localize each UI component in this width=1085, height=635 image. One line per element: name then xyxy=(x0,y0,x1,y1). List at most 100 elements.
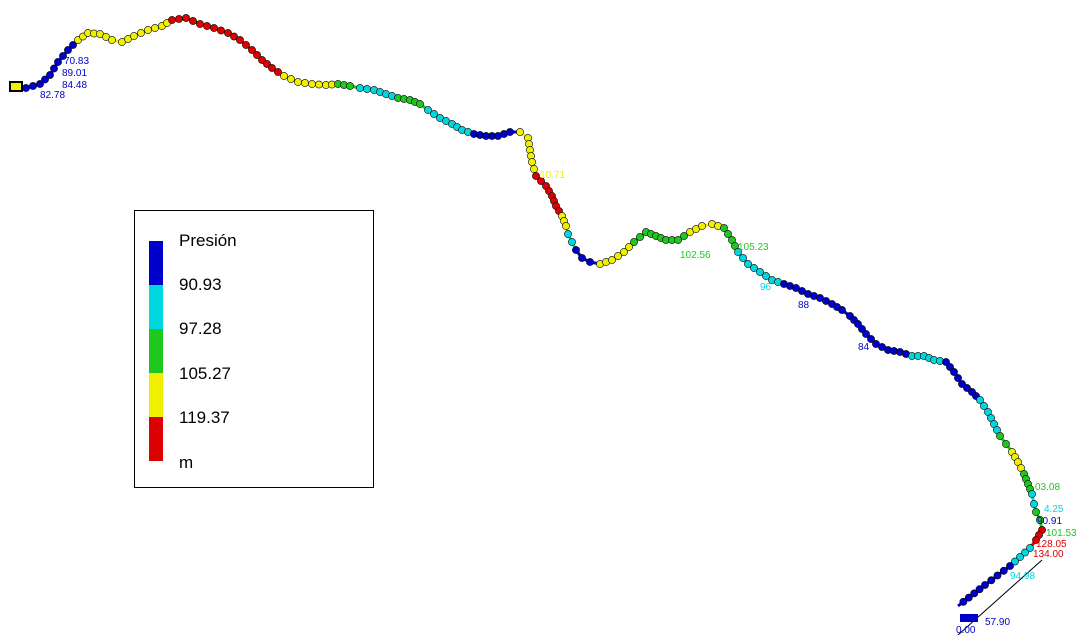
junction-node[interactable] xyxy=(301,79,309,87)
junction-node[interactable] xyxy=(572,246,580,254)
junction-node[interactable] xyxy=(993,571,1002,580)
junction-node[interactable] xyxy=(108,36,116,44)
junction-node[interactable] xyxy=(217,26,225,35)
junction-node[interactable] xyxy=(1032,536,1040,544)
junction-node[interactable] xyxy=(294,78,302,86)
junction-node[interactable] xyxy=(274,68,282,76)
junction-node[interactable] xyxy=(981,581,989,589)
junction-node[interactable] xyxy=(59,52,67,60)
tank-icon[interactable] xyxy=(960,614,978,622)
junction-node[interactable] xyxy=(756,268,764,276)
junction-node[interactable] xyxy=(430,110,438,118)
junction-node[interactable] xyxy=(287,75,295,83)
junction-node[interactable] xyxy=(530,165,538,173)
junction-node[interactable] xyxy=(620,248,628,256)
junction-node[interactable] xyxy=(980,402,988,410)
junction-node[interactable] xyxy=(625,243,633,251)
junction-node[interactable] xyxy=(724,230,732,238)
junction-node[interactable] xyxy=(54,58,62,66)
junction-node[interactable] xyxy=(954,374,962,382)
junction-node[interactable] xyxy=(196,20,204,28)
junction-node[interactable] xyxy=(308,80,316,88)
junction-node[interactable] xyxy=(614,252,622,260)
junction-node[interactable] xyxy=(950,368,958,376)
junction-node[interactable] xyxy=(1026,544,1034,552)
junction-node[interactable] xyxy=(356,84,364,92)
junction-node[interactable] xyxy=(999,566,1008,575)
junction-node[interactable] xyxy=(680,232,688,240)
junction-node[interactable] xyxy=(168,16,176,24)
junction-node[interactable] xyxy=(698,222,706,230)
junction-node[interactable] xyxy=(182,14,190,22)
junction-node[interactable] xyxy=(230,32,238,41)
junction-node[interactable] xyxy=(1032,508,1040,516)
junction-node[interactable] xyxy=(130,32,138,40)
junction-node[interactable] xyxy=(280,72,288,80)
junction-node[interactable] xyxy=(1011,557,1019,566)
junction-node[interactable] xyxy=(1028,490,1036,498)
junction-node[interactable] xyxy=(346,82,354,90)
junction-node[interactable] xyxy=(50,64,58,73)
junction-node[interactable] xyxy=(578,254,586,262)
junction-node[interactable] xyxy=(416,100,424,108)
junction-node[interactable] xyxy=(46,71,54,79)
junction-node[interactable] xyxy=(363,85,371,93)
junction-node[interactable] xyxy=(151,24,159,32)
junction-node[interactable] xyxy=(210,24,218,32)
junction-node[interactable] xyxy=(964,593,973,602)
junction-node[interactable] xyxy=(189,17,197,25)
junction-node[interactable] xyxy=(528,158,536,166)
junction-node[interactable] xyxy=(674,236,682,244)
junction-node[interactable] xyxy=(1016,553,1024,561)
junction-node[interactable] xyxy=(236,36,244,44)
junction-node[interactable] xyxy=(1036,516,1044,524)
junction-node[interactable] xyxy=(976,396,984,404)
junction-node[interactable] xyxy=(22,84,30,92)
junction-node[interactable] xyxy=(175,15,183,23)
junction-node[interactable] xyxy=(720,224,728,232)
junction-node[interactable] xyxy=(762,272,770,280)
junction-node[interactable] xyxy=(744,260,752,268)
junction-node[interactable] xyxy=(636,233,644,241)
junction-node[interactable] xyxy=(203,22,211,30)
pipe-segment[interactable] xyxy=(574,249,601,266)
junction-node[interactable] xyxy=(1021,548,1029,557)
junction-node[interactable] xyxy=(1002,440,1010,448)
junction-node[interactable] xyxy=(987,576,996,585)
junction-node[interactable] xyxy=(568,238,576,246)
junction-node[interactable] xyxy=(537,177,545,185)
junction-node[interactable] xyxy=(562,222,570,230)
junction-node[interactable] xyxy=(41,75,49,84)
junction-node[interactable] xyxy=(750,264,758,272)
junction-node[interactable] xyxy=(630,238,638,246)
junction-node[interactable] xyxy=(564,230,572,238)
junction-node[interactable] xyxy=(862,330,870,338)
junction-node[interactable] xyxy=(506,128,514,136)
junction-node[interactable] xyxy=(424,106,432,114)
junction-node[interactable] xyxy=(532,172,540,180)
junction-node[interactable] xyxy=(253,51,261,59)
junction-node[interactable] xyxy=(1006,562,1014,570)
junction-node[interactable] xyxy=(516,128,524,136)
junction-node[interactable] xyxy=(137,29,145,37)
junction-node[interactable] xyxy=(29,82,37,90)
junction-node[interactable] xyxy=(586,258,594,266)
junction-node[interactable] xyxy=(144,26,152,34)
junction-node[interactable] xyxy=(975,585,984,594)
junction-node[interactable] xyxy=(838,306,846,314)
junction-node[interactable] xyxy=(64,46,72,54)
junction-node[interactable] xyxy=(739,254,747,262)
junction-node[interactable] xyxy=(1030,500,1038,508)
junction-node[interactable] xyxy=(959,597,968,606)
junction-node[interactable] xyxy=(36,80,44,88)
pipe-segment[interactable] xyxy=(783,282,913,358)
junction-node[interactable] xyxy=(608,256,616,264)
reservoir-icon[interactable] xyxy=(9,81,23,92)
junction-node[interactable] xyxy=(268,64,276,72)
junction-node[interactable] xyxy=(867,335,875,343)
junction-node[interactable] xyxy=(734,248,742,256)
junction-node[interactable] xyxy=(248,46,256,54)
junction-node[interactable] xyxy=(970,589,979,598)
junction-node[interactable] xyxy=(224,29,232,37)
junction-node[interactable] xyxy=(315,80,323,89)
